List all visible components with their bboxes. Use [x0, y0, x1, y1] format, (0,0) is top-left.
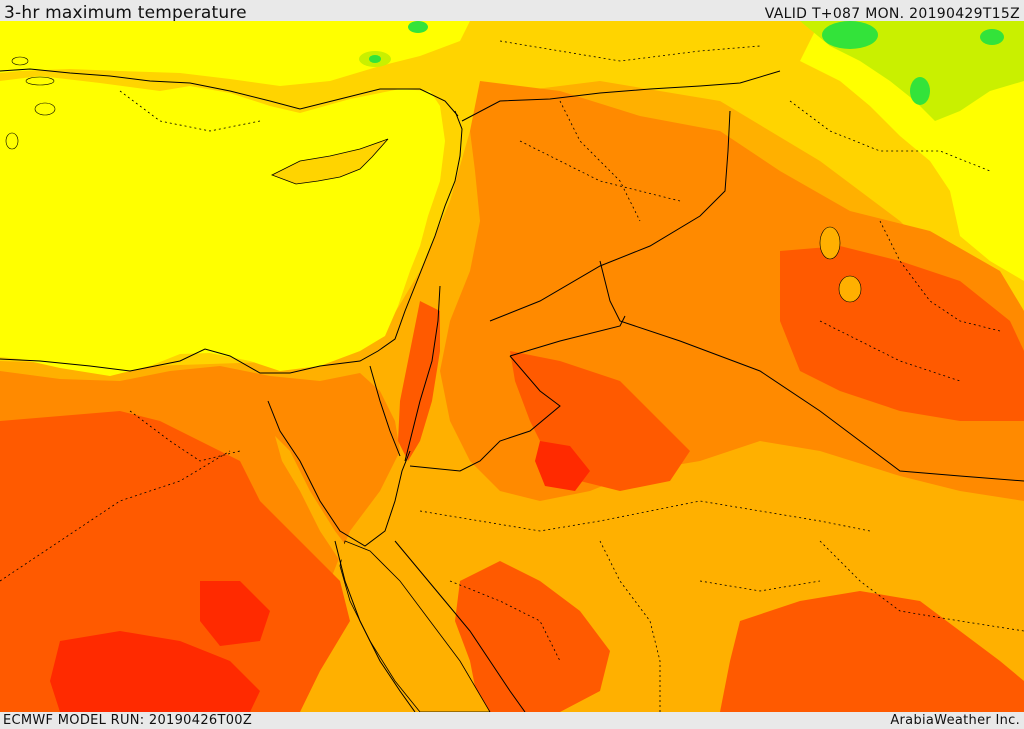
egypt-israel-border — [369, 365, 401, 457]
egypt-hot-spot — [50, 631, 260, 712]
red-sea — [339, 540, 491, 712]
levant-coastline — [0, 110, 463, 374]
boundary-south-a — [449, 580, 561, 662]
jordan-river-border — [404, 285, 441, 462]
iraq-jordan-saudi-border — [599, 260, 1024, 482]
aegean-islands — [5, 56, 56, 150]
red-sea-east-coastline — [394, 540, 526, 712]
turkey-coastline — [0, 68, 459, 117]
credit-label: ArabiaWeather Inc. — [890, 713, 1020, 728]
boundary-south-b — [699, 580, 821, 592]
boundary-turkey-b — [499, 40, 761, 62]
cool-spot-north-core — [369, 55, 381, 63]
syria-iraq-border — [489, 110, 731, 322]
boundary-egypt-north — [129, 410, 241, 462]
lake-tharthar — [819, 226, 841, 260]
temperature-map[interactable] — [0, 21, 1024, 712]
island-a — [34, 102, 56, 116]
dead-sea-rift-red-zone — [398, 301, 440, 461]
cool-spot-northeast-b — [980, 29, 1004, 45]
gulf-of-suez — [275, 436, 350, 561]
map-title: 3-hr maximum temperature — [4, 3, 247, 23]
jordan-south-border — [409, 355, 561, 472]
boundary-iraq-b — [819, 320, 961, 382]
boundary-iraq-north — [789, 100, 991, 172]
internal-boundaries — [0, 40, 1024, 712]
jordan-saudi-border — [509, 315, 626, 357]
egypt-hot-spot-b — [200, 581, 270, 646]
island-d — [11, 56, 29, 66]
boundary-saudi-c — [819, 540, 1024, 632]
south-red-orange-zone — [720, 591, 1024, 712]
cool-spot-northeast-a — [822, 21, 878, 49]
mediterranean-sea — [0, 76, 445, 376]
saudi-red-orange-zone — [455, 561, 610, 712]
valid-time-label: VALID T+087 MON. 20190429T15Z — [764, 6, 1020, 22]
cool-spot-northeast-c — [910, 77, 930, 105]
boundary-saudi-a — [419, 500, 871, 532]
sinai-coastline — [267, 400, 411, 547]
footer-bar: ECMWF MODEL RUN: 20190426T00Z ArabiaWeat… — [0, 712, 1024, 729]
island-b — [5, 132, 19, 150]
boundary-turkey-a — [119, 90, 261, 132]
lake-razazza — [838, 275, 862, 303]
model-run-label: ECMWF MODEL RUN: 20190426T00Z — [3, 713, 253, 728]
temperature-map-svg — [0, 21, 1024, 712]
cool-spot-top — [408, 21, 428, 33]
red-sea-west-coastline — [334, 540, 416, 712]
jordan-hot-spot — [535, 441, 590, 491]
header-bar: 3-hr maximum temperature VALID T+087 MON… — [0, 0, 1024, 23]
syria-turkey-border — [461, 70, 781, 122]
island-c — [25, 76, 55, 86]
north-yellow-zone — [0, 21, 470, 86]
cyprus-island — [271, 138, 389, 185]
boundary-egypt-west — [0, 450, 231, 582]
